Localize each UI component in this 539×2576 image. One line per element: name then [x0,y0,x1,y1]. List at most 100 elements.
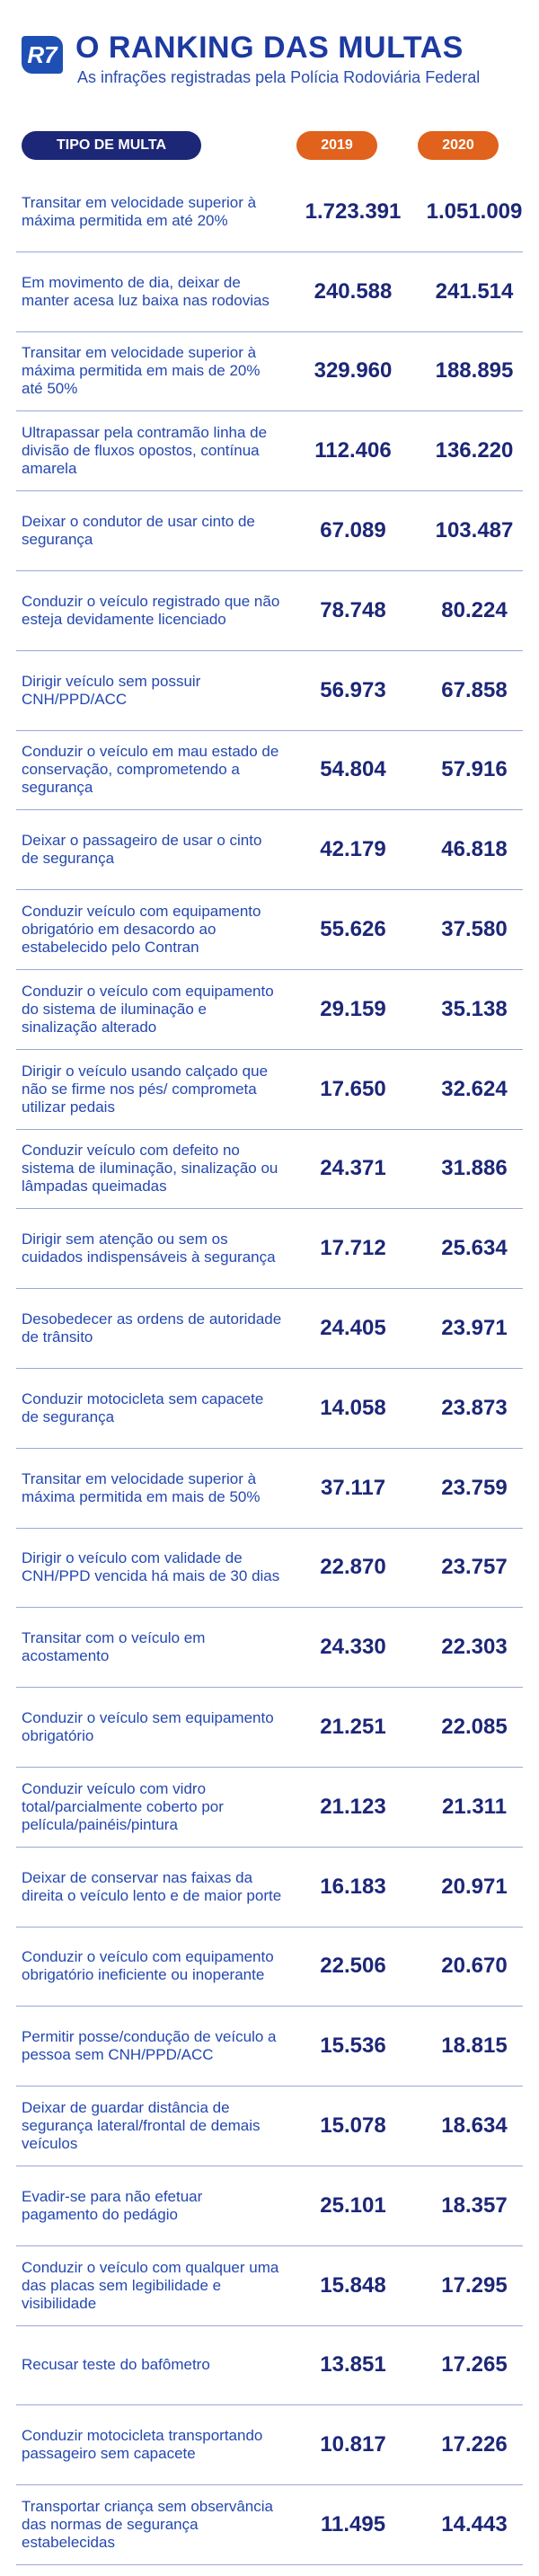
table-row: Conduzir veículo com vidro total/parcial… [16,1768,523,1848]
table-row: Deixar de guardar distância de segurança… [16,2086,523,2166]
infraction-label: Dirigir o veículo usando calçado que não… [22,1062,269,1116]
infraction-label: Deixar de guardar distância de segurança… [22,2099,261,2153]
table-row: Conduzir o veículo com equipamento do si… [16,970,523,1050]
count-2019: 56.973 [320,677,386,702]
infraction-label: Em movimento de dia, deixar de manter ac… [22,273,270,309]
table-row: Transportar criança sem observância das … [16,2485,523,2565]
count-2019: 17.650 [320,1076,386,1101]
infraction-label: Conduzir o veículo sem equipamento obrig… [22,1709,274,1745]
count-2019: 54.804 [320,757,386,782]
count-2020: 14.443 [441,2512,508,2536]
infraction-label: Deixar o condutor de usar cinto de segur… [22,513,255,549]
count-2020: 57.916 [441,757,508,782]
count-2020: 23.759 [441,1475,508,1500]
count-2019: 67.089 [320,518,386,543]
infraction-label: Conduzir motocicleta sem capacete de seg… [22,1389,264,1425]
infraction-label: Conduzir o veículo em mau estado de cons… [22,743,279,797]
count-2020: 37.580 [441,917,508,942]
infraction-label: Desobedecer as ordens de autoridade de t… [22,1310,282,1346]
count-2020: 67.858 [441,677,508,702]
table-row: Deixar de conservar nas faixas da direit… [16,1848,523,1928]
infraction-label: Conduzir veículo com vidro total/parcial… [22,1779,224,1833]
column-header: 2019 [296,131,377,160]
table-row: Permitir posse/condução de veículo a pes… [16,2007,523,2087]
count-2019: 21.123 [320,1794,386,1819]
count-2019: 78.748 [320,597,386,622]
infraction-label: Transitar em velocidade superior à máxim… [22,193,257,229]
table-row: Conduzir o veículo em mau estado de cons… [16,731,523,811]
infraction-label: Transitar em velocidade superior à máxim… [22,344,261,398]
count-2020: 35.138 [441,996,508,1021]
count-2020: 18.634 [441,2113,508,2139]
count-2020: 136.220 [435,438,514,463]
infraction-label: Conduzir veículo com equipamento obrigat… [22,903,261,957]
infraction-label: Transitar em velocidade superior à máxim… [22,1469,261,1505]
count-2019: 29.159 [320,996,386,1021]
count-2019: 37.117 [320,1475,386,1500]
infraction-label: Dirigir veículo sem possuir CNH/PPD/ACC [22,672,201,708]
table-row: Transitar em velocidade superior à máxim… [16,332,523,412]
table-row: Transitar com o veículo em acostamento 24… [16,1608,523,1689]
infraction-label: Recusar teste do bafômetro [22,2356,210,2374]
count-2020: 20.670 [441,1954,508,1979]
count-2019: 24.330 [320,1635,386,1660]
title: O RANKING DAS MULTAS [75,31,464,65]
count-2020: 17.295 [441,2272,508,2298]
table-row: Conduzir o veículo com qualquer uma das … [16,2246,523,2326]
count-2020: 23.757 [441,1555,508,1580]
infraction-label: Evadir-se para não efetuar pagamento do … [22,2187,203,2223]
subtitle: As infrações registradas pela Polícia Ro… [77,68,481,86]
count-2020: 21.311 [441,1794,508,1819]
infraction-label: Dirigir sem atenção ou sem os cuidados i… [22,1231,276,1266]
count-2020: 103.487 [435,518,514,543]
table-row: Conduzir o veículo sem equipamento obrig… [16,1688,523,1768]
count-2019: 10.817 [320,2432,386,2457]
count-2019: 15.078 [320,2113,386,2139]
table-row: Deixar o condutor de usar cinto de segur… [16,491,523,571]
table-row: Transitar em velocidade superior à máxim… [16,1449,523,1529]
infraction-label: Deixar de conservar nas faixas da direit… [22,1868,282,1904]
table-row: Conduzir motocicleta transportando passa… [16,2405,523,2486]
count-2019: 22.870 [320,1555,386,1580]
count-2020: 23.971 [441,1316,508,1341]
count-2020: 22.085 [441,1715,508,1740]
infraction-label: Dirigir o veículo com validade de CNH/PP… [22,1549,280,1585]
count-2019: 25.101 [320,2192,386,2218]
count-2019: 42.179 [320,837,386,862]
count-2020: 32.624 [441,1076,508,1101]
count-2020: 25.634 [441,1236,508,1261]
count-2019: 1.723.391 [305,198,402,224]
count-2020: 241.514 [435,278,514,304]
count-2019: 17.712 [320,1236,386,1261]
table-row: Transitar em velocidade superior à máxim… [16,172,523,252]
count-2019: 13.851 [320,2352,386,2378]
count-2020: 18.815 [441,2033,508,2059]
count-2020: 188.895 [435,358,514,384]
infraction-label: Conduzir motocicleta transportando passa… [22,2427,263,2463]
infraction-label: Ultrapassar pela contramão linha de divi… [22,424,268,478]
infraction-label: Conduzir o veículo com equipamento do si… [22,982,274,1036]
count-2019: 22.506 [320,1954,386,1979]
count-2020: 31.886 [441,1156,508,1181]
table-row: Recusar teste do bafômetro 13.851 17.265 [16,2326,523,2406]
logo: R7 [22,36,63,74]
infraction-label: Conduzir o veículo com qualquer uma das … [22,2258,279,2312]
infraction-label: Conduzir veículo com defeito no sistema … [22,1142,278,1195]
count-2019: 15.848 [320,2272,386,2298]
count-2019: 24.371 [320,1156,386,1181]
count-2020: 46.818 [441,837,508,862]
count-2020: 20.971 [441,1874,508,1899]
count-2019: 112.406 [314,438,392,463]
table-row: Conduzir veículo com defeito no sistema … [16,1130,523,1210]
count-2020: 17.226 [441,2432,508,2457]
count-2019: 14.058 [320,1395,386,1420]
count-2020: 23.873 [441,1395,508,1420]
count-2019: 240.588 [314,278,393,304]
infraction-label: Transportar criança sem observância das … [22,2498,273,2551]
count-2020: 18.357 [441,2192,508,2218]
table-row: Conduzir o veículo com equipamento obrig… [16,1928,523,2007]
table-row: Em movimento de dia, deixar de manter ac… [16,252,523,332]
infraction-label: Permitir posse/condução de veículo a pes… [22,2028,277,2064]
infraction-label: Deixar o passageiro de usar o cinto de s… [22,832,262,868]
